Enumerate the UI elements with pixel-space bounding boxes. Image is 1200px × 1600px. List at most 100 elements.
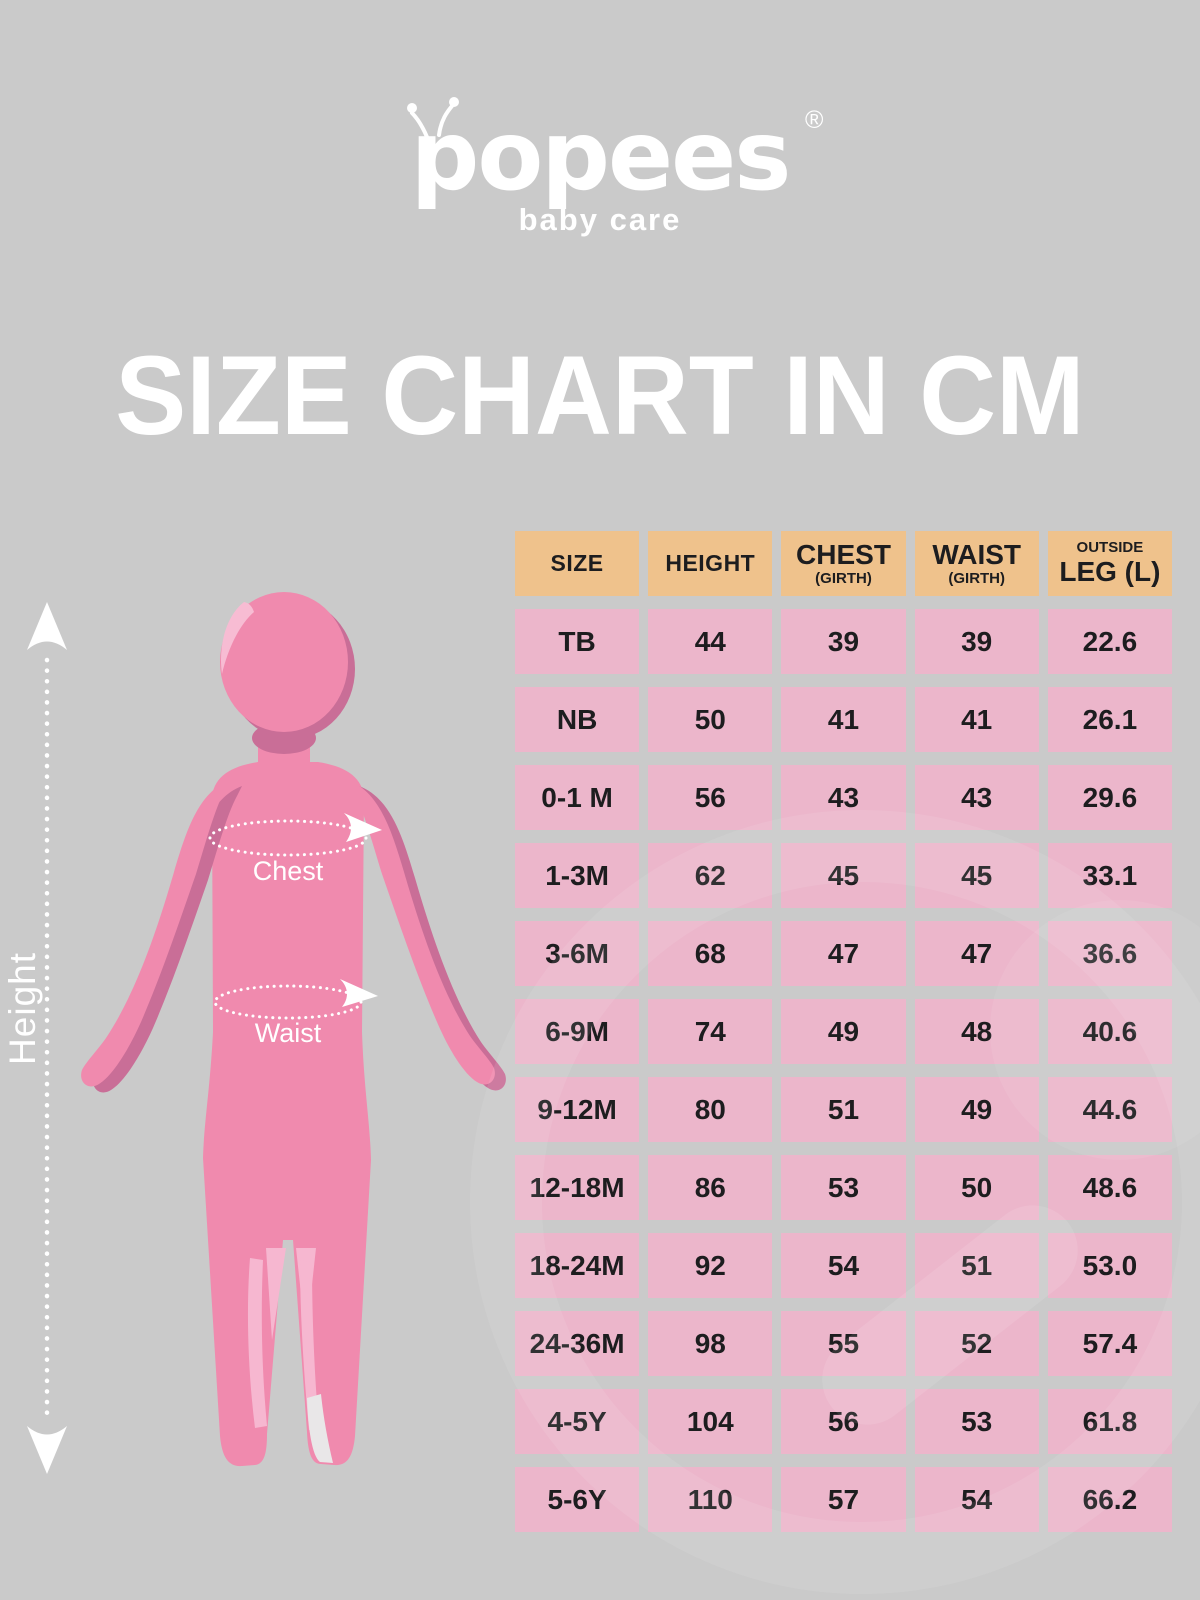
table-cell: 44 [648,609,773,674]
table-cell: 39 [781,609,906,674]
table-cell: 45 [781,843,906,908]
table-cell: 110 [648,1467,773,1532]
brand-tagline: baby care [518,202,682,238]
table-cell: 41 [781,687,906,752]
table-cell: 53 [914,1389,1039,1454]
table-cell: 4-5Y [515,1389,640,1454]
size-table: SIZE HEIGHT CHEST (GIRTH) WAIST (GIRTH) … [515,531,1172,1532]
table-cell: 36.6 [1047,921,1172,986]
table-cell: 6-9M [515,999,640,1064]
table-cell: 33.1 [1047,843,1172,908]
header-prelabel: OUTSIDE [1076,539,1144,557]
table-cell: 48 [914,999,1039,1064]
table-cell: 57 [781,1467,906,1532]
brand-wordmark: popees [410,100,792,212]
header-label: CHEST [796,539,891,571]
table-cell: 40.6 [1047,999,1172,1064]
table-cell: 56 [781,1389,906,1454]
col-header-outside-leg: OUTSIDE LEG (L) [1047,531,1172,596]
brand-wordmark-wrap: popees ® [406,97,823,212]
height-indicator [27,602,67,1474]
table-cell: 41 [914,687,1039,752]
table-cell: 55 [781,1311,906,1376]
table-cell: 54 [781,1233,906,1298]
table-cell: 24-36M [515,1311,640,1376]
figure-thigh-highlight-left [266,1248,286,1340]
table-cell: 61.8 [1047,1389,1172,1454]
table-cell: 44.6 [1047,1077,1172,1142]
header-label: SIZE [550,550,604,577]
table-cell: 51 [914,1233,1039,1298]
header-sublabel: (GIRTH) [815,569,872,587]
page-title: SIZE CHART IN CM [115,333,1085,458]
col-header-waist: WAIST (GIRTH) [914,531,1039,596]
table-cell: 51 [781,1077,906,1142]
figure-shin-highlight-right [300,1260,319,1430]
header-sublabel: (GIRTH) [948,569,1006,587]
table-cell: 56 [648,765,773,830]
header-label: LEG (L) [1059,556,1161,588]
registered-mark: ® [804,106,824,134]
table-cell: 5-6Y [515,1467,640,1532]
table-cell: 52 [914,1311,1039,1376]
table-cell: 50 [648,687,773,752]
figure-shin-highlight-left [247,1258,267,1428]
table-cell: 57.4 [1047,1311,1172,1376]
table-cell: 53 [781,1155,906,1220]
col-header-chest: CHEST (GIRTH) [781,531,906,596]
table-cell: 0-1 M [515,765,640,830]
baby-figure: Chest Waist [81,592,506,1467]
table-cell: 43 [781,765,906,830]
table-cell: 80 [648,1077,773,1142]
table-cell: 50 [914,1155,1039,1220]
col-header-height: HEIGHT [648,531,773,596]
waist-arrow-icon [340,979,378,1007]
height-arrow-up-icon [27,602,67,650]
figure-head-highlight [220,602,254,674]
chest-measure: Chest [208,813,382,886]
table-cell: 49 [914,1077,1039,1142]
table-cell: 54 [914,1467,1039,1532]
table-cell: 26.1 [1047,687,1172,752]
figure-ankle-highlight [307,1394,333,1463]
table-cell: 66.2 [1047,1467,1172,1532]
table-cell: 18-24M [515,1233,640,1298]
table-cell: 47 [781,921,906,986]
table-cell: 43 [914,765,1039,830]
header-label: WAIST [932,539,1022,571]
table-cell: 92 [648,1233,773,1298]
table-cell: 53.0 [1047,1233,1172,1298]
table-cell: 48.6 [1047,1155,1172,1220]
table-cell: 86 [648,1155,773,1220]
figure-right-arm [348,780,495,1085]
figure-head [220,592,348,732]
table-cell: 47 [914,921,1039,986]
baby-figure-illustration: Chest Waist [27,592,506,1474]
figure-left-arm [81,780,231,1087]
butterfly-antennae-icon [406,97,459,138]
table-cell: 29.6 [1047,765,1172,830]
table-cell: 12-18M [515,1155,640,1220]
table-cell: TB [515,609,640,674]
table-cell: 74 [648,999,773,1064]
table-cell: 3-6M [515,921,640,986]
table-cell: NB [515,687,640,752]
waist-label: Waist [255,1018,322,1048]
chest-label: Chest [253,856,324,886]
brand-logo: popees ® baby care [0,97,1200,238]
chest-arrow-icon [344,813,382,842]
table-cell: 1-3M [515,843,640,908]
table-cell: 9-12M [515,1077,640,1142]
col-header-size: SIZE [515,531,640,596]
table-cell: 68 [648,921,773,986]
table-cell: 45 [914,843,1039,908]
table-cell: 98 [648,1311,773,1376]
table-cell: 39 [914,609,1039,674]
header-label: HEIGHT [665,550,756,577]
table-cell: 49 [781,999,906,1064]
figure-body [203,762,371,1467]
height-arrow-down-icon [27,1426,67,1474]
table-cell: 104 [648,1389,773,1454]
waist-measure: Waist [213,979,378,1048]
